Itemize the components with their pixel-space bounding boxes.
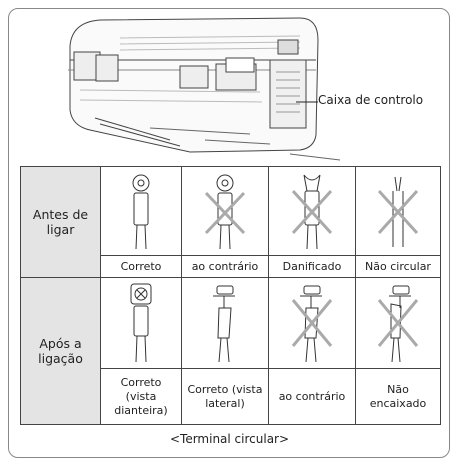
icon-cell	[181, 277, 269, 369]
frame	[8, 8, 450, 458]
icon-cell	[181, 166, 269, 256]
icon-cell	[100, 166, 182, 256]
cell-label: Correto (vista lateral)	[181, 368, 269, 425]
cell-label: Correto (vista dianteira)	[100, 368, 182, 425]
air-conditioner-illustration	[68, 17, 341, 161]
screw-loose-icon	[377, 285, 419, 363]
terminal-table: Antes de ligar Correto ao contrário Dani…	[20, 166, 441, 425]
icon-cell	[355, 277, 441, 369]
icon-cell	[268, 277, 356, 369]
cell-label: Não circular	[355, 255, 441, 278]
icon-cell	[100, 277, 182, 369]
row-header: Antes de ligar	[20, 166, 101, 278]
cell-label: ao contrário	[268, 368, 356, 425]
ring-terminal-icon	[132, 174, 150, 250]
damaged-terminal-icon	[291, 174, 333, 250]
row-header: Após a ligação	[20, 277, 101, 425]
screw-wrong-icon	[291, 285, 333, 363]
screw-side-icon	[213, 285, 235, 363]
cell-label: Danificado	[268, 255, 356, 278]
caption: <Terminal circular>	[169, 432, 290, 446]
cell-label: Correto	[100, 255, 182, 278]
cell-label: ao contrário	[181, 255, 269, 278]
ring-terminal-wrong-icon	[204, 174, 246, 250]
callout-label: Caixa de controlo	[318, 93, 424, 107]
icon-cell	[268, 166, 356, 256]
cell-label: Não encaixado	[355, 368, 441, 425]
bare-wire-icon	[377, 176, 419, 247]
screw-front-icon	[130, 283, 152, 363]
icon-cell	[355, 166, 441, 256]
